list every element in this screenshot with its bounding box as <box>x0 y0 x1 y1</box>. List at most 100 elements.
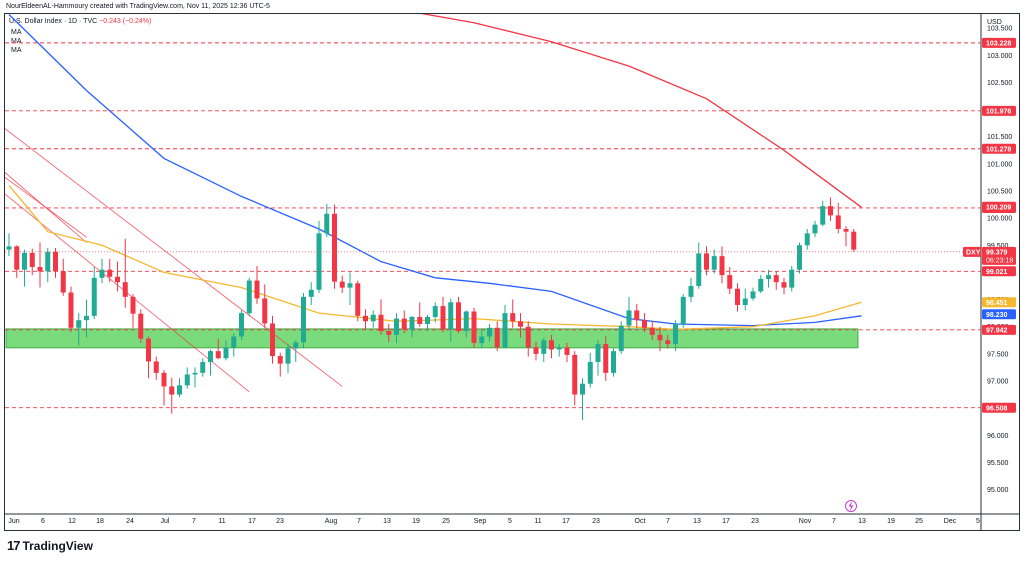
candle-body[interactable] <box>820 206 826 225</box>
candle-body[interactable] <box>208 351 213 362</box>
candle-body[interactable] <box>711 256 717 270</box>
candle-body[interactable] <box>448 302 454 330</box>
candle-body[interactable] <box>45 251 51 272</box>
candle-body[interactable] <box>161 372 167 387</box>
candle-body[interactable] <box>153 361 159 373</box>
candle-body[interactable] <box>293 342 299 349</box>
candle-body[interactable] <box>719 256 725 276</box>
candle-body[interactable] <box>626 310 632 326</box>
candle-body[interactable] <box>494 327 500 348</box>
candle-body[interactable] <box>239 313 244 337</box>
candle-body[interactable] <box>29 252 35 267</box>
candle-body[interactable] <box>851 231 857 250</box>
candle-body[interactable] <box>355 283 361 316</box>
candle-body[interactable] <box>611 351 616 373</box>
candle-body[interactable] <box>68 292 74 328</box>
candle-body[interactable] <box>587 361 593 384</box>
candle-body[interactable] <box>99 269 105 278</box>
candle-body[interactable] <box>370 314 376 322</box>
candle-body[interactable] <box>510 313 516 322</box>
candle-body[interactable] <box>394 318 399 335</box>
candle-body[interactable] <box>262 298 268 324</box>
candle-body[interactable] <box>339 281 345 288</box>
candle-body[interactable] <box>564 347 570 355</box>
moving-average-line[interactable] <box>9 0 862 208</box>
candle-body[interactable] <box>401 318 407 330</box>
candle-body[interactable] <box>417 316 423 324</box>
candle-body[interactable] <box>456 302 461 332</box>
candle-body[interactable] <box>37 266 43 272</box>
candle-body[interactable] <box>14 246 20 270</box>
candle-body[interactable] <box>223 347 229 359</box>
candle-body[interactable] <box>541 340 547 354</box>
candle-body[interactable] <box>246 280 252 314</box>
candle-body[interactable] <box>308 289 314 297</box>
candle-body[interactable] <box>432 306 438 317</box>
candle-body[interactable] <box>758 278 764 292</box>
candle-body[interactable] <box>843 228 849 232</box>
candle-body[interactable] <box>285 348 291 364</box>
candle-body[interactable] <box>649 327 655 335</box>
candle-body[interactable] <box>812 224 818 234</box>
candle-body[interactable] <box>425 316 430 324</box>
candle-body[interactable] <box>533 347 539 354</box>
candle-body[interactable] <box>603 344 609 373</box>
candle-body[interactable] <box>688 285 694 297</box>
candle-body[interactable] <box>440 306 446 330</box>
candle-body[interactable] <box>409 316 415 330</box>
candle-body[interactable] <box>549 340 554 350</box>
candle-body[interactable] <box>107 269 113 277</box>
candle-body[interactable] <box>704 253 709 270</box>
candle-body[interactable] <box>184 374 190 386</box>
support-zone[interactable] <box>5 328 859 349</box>
candle-body[interactable] <box>618 325 624 352</box>
candle-body[interactable] <box>332 213 337 282</box>
candle-body[interactable] <box>727 275 733 289</box>
candle-body[interactable] <box>634 310 640 321</box>
candle-body[interactable] <box>479 336 485 343</box>
candle-body[interactable] <box>347 283 353 288</box>
candle-body[interactable] <box>324 213 330 234</box>
candle-body[interactable] <box>200 361 206 373</box>
candle-body[interactable] <box>665 340 671 345</box>
candle-body[interactable] <box>316 233 322 290</box>
candle-body[interactable] <box>525 326 531 348</box>
candle-body[interactable] <box>797 245 802 270</box>
candle-body[interactable] <box>502 313 508 348</box>
candle-body[interactable] <box>146 338 151 362</box>
candle-body[interactable] <box>254 280 260 299</box>
candle-body[interactable] <box>680 296 686 324</box>
candle-body[interactable] <box>231 336 237 348</box>
symbol-legend[interactable]: U.S. Dollar Index · 1D · TVC −0.243 (−0.… <box>9 18 151 25</box>
ma-legend-1[interactable]: MA <box>11 29 22 36</box>
candle-body[interactable] <box>835 215 841 229</box>
candle-body[interactable] <box>378 314 384 332</box>
candle-body[interactable] <box>91 277 97 316</box>
ma-legend-2[interactable]: MA <box>11 38 22 45</box>
candle-body[interactable] <box>595 344 601 362</box>
candle-body[interactable] <box>130 296 136 314</box>
candle-body[interactable] <box>177 385 182 395</box>
candle-body[interactable] <box>781 282 787 288</box>
candle-body[interactable] <box>301 296 306 343</box>
candle-body[interactable] <box>750 291 756 299</box>
candle-body[interactable] <box>115 276 120 283</box>
candle-body[interactable] <box>828 206 833 216</box>
candle-body[interactable] <box>60 271 66 293</box>
candle-body[interactable] <box>76 320 82 328</box>
moving-average-line[interactable] <box>8 14 862 327</box>
plot-area[interactable] <box>1 0 862 421</box>
candle-body[interactable] <box>657 334 663 341</box>
candle-body[interactable] <box>84 315 89 321</box>
candle-body[interactable] <box>580 383 585 395</box>
ma-legend-3[interactable]: MA <box>11 47 22 54</box>
trend-line[interactable] <box>1 175 87 238</box>
candle-body[interactable] <box>673 323 678 345</box>
candle-body[interactable] <box>696 253 702 286</box>
candle-body[interactable] <box>270 323 275 357</box>
candle-body[interactable] <box>556 347 562 350</box>
candle-body[interactable] <box>138 313 144 339</box>
candle-body[interactable] <box>773 275 779 283</box>
candle-body[interactable] <box>766 275 771 279</box>
